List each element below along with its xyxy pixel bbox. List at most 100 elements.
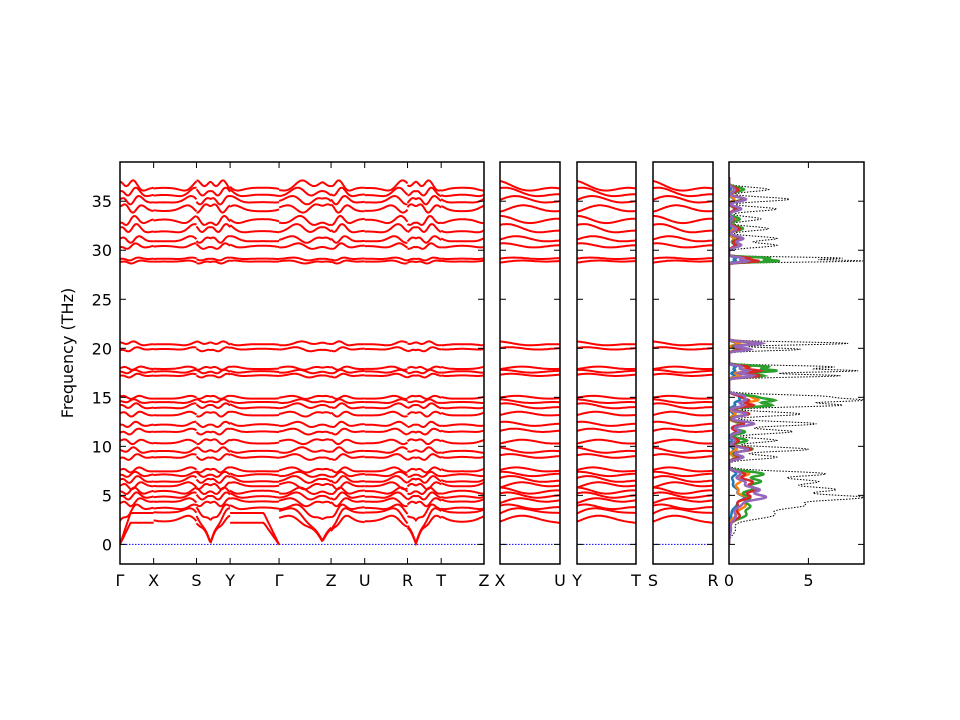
band-4-segment-0 bbox=[120, 497, 154, 508]
band-17-segment-0 bbox=[120, 402, 154, 410]
band-1-segment-6 bbox=[364, 514, 408, 528]
band-7-segment-2 bbox=[196, 481, 231, 491]
band-15-segment-3 bbox=[229, 421, 280, 427]
band-24-segment-0 bbox=[500, 340, 560, 347]
band-5-segment-2 bbox=[195, 491, 231, 501]
band-19-segment-0 bbox=[577, 394, 636, 400]
band-10-segment-5 bbox=[330, 466, 365, 474]
band-2-segment-6 bbox=[364, 507, 409, 525]
band-34-segment-5 bbox=[330, 179, 365, 192]
band-5-segment-7 bbox=[407, 491, 442, 501]
band-26-segment-7 bbox=[407, 256, 442, 262]
x-tick-label-main-3: Y bbox=[224, 571, 235, 590]
band-20-segment-0 bbox=[577, 372, 636, 377]
band-29-segment-1 bbox=[153, 223, 197, 234]
band-24-segment-3 bbox=[229, 342, 280, 347]
x-tick-label-main-5: Z bbox=[326, 571, 337, 590]
band-26-segment-3 bbox=[230, 256, 280, 260]
band-1-segment-0 bbox=[120, 521, 154, 545]
band-14-segment-7 bbox=[407, 427, 442, 436]
band-22-segment-7 bbox=[407, 365, 442, 371]
band-31-segment-0 bbox=[500, 204, 560, 213]
y-axis-label: Frequency (THz) bbox=[58, 288, 77, 418]
band-25-segment-7 bbox=[407, 259, 442, 265]
band-19-segment-8 bbox=[440, 395, 484, 400]
band-15-segment-1 bbox=[153, 420, 197, 427]
band-32-segment-5 bbox=[330, 194, 365, 206]
band-18-segment-8 bbox=[441, 401, 484, 405]
x-tick-label-sr-0: S bbox=[648, 571, 658, 590]
band-15-segment-8 bbox=[441, 423, 484, 427]
band-5-segment-4 bbox=[278, 491, 332, 501]
band-21-segment-3 bbox=[229, 369, 280, 374]
band-30-segment-0 bbox=[120, 214, 154, 227]
band-31-segment-4 bbox=[278, 203, 332, 214]
dos-x-tick-label-1: 5 bbox=[803, 571, 813, 590]
y-tick-label-0: 0 bbox=[102, 535, 112, 554]
band-28-segment-7 bbox=[406, 235, 442, 244]
band-31-segment-6 bbox=[364, 204, 409, 214]
band-3-segment-3 bbox=[229, 504, 280, 511]
band-25-segment-0 bbox=[500, 259, 560, 264]
band-15-segment-6 bbox=[364, 420, 409, 428]
band-24-segment-8 bbox=[441, 343, 484, 347]
band-17-segment-8 bbox=[440, 406, 484, 410]
y-tick-label-10: 10 bbox=[92, 437, 112, 456]
band-18-segment-0 bbox=[577, 398, 636, 404]
band-lines-sr bbox=[653, 180, 713, 545]
band-29-segment-0 bbox=[120, 223, 154, 234]
band-7-segment-7 bbox=[406, 481, 442, 491]
band-15-segment-0 bbox=[120, 420, 154, 429]
band-8-segment-0 bbox=[120, 475, 154, 484]
band-31-segment-0 bbox=[653, 204, 713, 213]
band-1-segment-0 bbox=[577, 514, 636, 524]
band-24-segment-1 bbox=[153, 340, 197, 347]
band-21-segment-5 bbox=[330, 368, 365, 375]
band-16-segment-5 bbox=[330, 410, 365, 418]
x-tick-label-main-4: Γ bbox=[275, 571, 284, 590]
band-31-segment-0 bbox=[120, 203, 154, 214]
y-tick-label-25: 25 bbox=[92, 290, 112, 309]
band-18-segment-7 bbox=[407, 398, 442, 405]
y-tick-label-5: 5 bbox=[102, 486, 112, 505]
band-28-segment-5 bbox=[330, 235, 365, 244]
band-33-segment-4 bbox=[279, 186, 332, 197]
band-19-segment-7 bbox=[407, 394, 442, 400]
band-20-segment-0 bbox=[120, 372, 154, 379]
dos-projected-line-1 bbox=[729, 177, 760, 545]
band-1-segment-0 bbox=[653, 514, 713, 524]
band-31-segment-2 bbox=[196, 203, 231, 214]
band-24-segment-7 bbox=[407, 340, 442, 347]
band-27-segment-3 bbox=[229, 243, 280, 249]
band-21-segment-0 bbox=[120, 368, 154, 375]
band-19-segment-2 bbox=[196, 394, 231, 400]
band-4-segment-7 bbox=[406, 497, 442, 508]
band-24-segment-4 bbox=[279, 340, 332, 347]
band-15-segment-0 bbox=[500, 420, 560, 427]
band-13-segment-7 bbox=[406, 438, 442, 446]
panel-frame bbox=[652, 161, 714, 565]
band-25-segment-5 bbox=[330, 259, 365, 265]
band-28-segment-6 bbox=[364, 235, 408, 244]
band-9-segment-1 bbox=[153, 470, 197, 478]
band-11-segment-0 bbox=[500, 453, 560, 459]
band-27-segment-6 bbox=[364, 242, 409, 249]
band-6-segment-0 bbox=[653, 486, 713, 495]
band-28-segment-0 bbox=[500, 235, 560, 243]
band-2-segment-8 bbox=[440, 508, 484, 514]
band-19-segment-5 bbox=[330, 394, 365, 400]
band-5-segment-1 bbox=[153, 491, 197, 499]
band-28-segment-3 bbox=[230, 235, 280, 243]
band-8-segment-0 bbox=[500, 475, 560, 483]
band-30-segment-4 bbox=[278, 214, 332, 227]
band-34-segment-0 bbox=[653, 180, 713, 192]
band-9-segment-8 bbox=[441, 473, 484, 478]
band-10-segment-2 bbox=[195, 466, 231, 474]
band-26-segment-1 bbox=[153, 256, 197, 260]
band-12-segment-2 bbox=[196, 446, 231, 453]
band-30-segment-1 bbox=[153, 215, 197, 224]
band-22-segment-1 bbox=[153, 365, 197, 370]
band-27-segment-7 bbox=[407, 242, 442, 250]
